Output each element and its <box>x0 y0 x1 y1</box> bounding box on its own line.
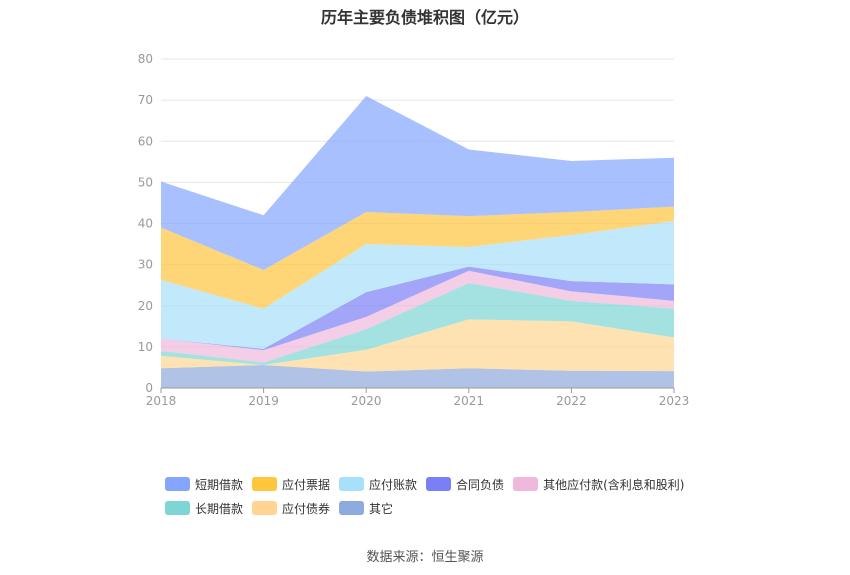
y-tick-label: 50 <box>138 175 153 189</box>
area-series <box>161 319 674 372</box>
legend-item[interactable]: 长期借款 <box>165 500 243 517</box>
x-tick-label: 2021 <box>454 394 485 408</box>
y-tick-label: 0 <box>145 381 153 395</box>
legend-label: 短期借款 <box>195 477 244 492</box>
legend-swatch <box>339 477 365 491</box>
area-series <box>161 96 674 270</box>
legend-swatch <box>513 477 539 491</box>
legend-item[interactable]: 其它 <box>339 500 393 517</box>
y-tick-label: 70 <box>138 93 153 107</box>
source-note: 数据来源：恒生聚源 <box>366 550 484 565</box>
y-tick-label: 30 <box>138 258 153 272</box>
legend-label: 其他应付款(含利息和股利) <box>543 477 685 492</box>
legend-swatch <box>339 501 365 515</box>
legend-item[interactable]: 应付票据 <box>252 476 330 493</box>
x-tick-label: 2019 <box>248 394 279 408</box>
area-series <box>161 221 674 349</box>
x-tick-label: 2022 <box>556 394 587 408</box>
chart-title: 历年主要负债堆积图（亿元） <box>320 8 529 27</box>
legend-item[interactable]: 应付债券 <box>252 500 330 517</box>
legend-item[interactable]: 合同负债 <box>426 476 504 493</box>
x-tick-label: 2018 <box>146 394 177 408</box>
area-series <box>161 266 674 351</box>
y-tick-label: 40 <box>138 217 153 231</box>
area-layer <box>161 96 674 388</box>
legend-label: 其它 <box>369 501 394 516</box>
legend-swatch <box>165 501 190 515</box>
legend-item[interactable]: 应付账款 <box>339 476 417 493</box>
legend: 短期借款 应付票据 应付账款 合同负债 其他应付款(含利息和股利) 长期借款 应付债券 其它 <box>165 472 725 520</box>
area-series <box>161 283 674 365</box>
legend-row: 长期借款 应付债券 其它 <box>165 496 725 520</box>
legend-swatch <box>252 477 278 491</box>
legend-swatch <box>252 501 278 515</box>
x-tick-label: 2023 <box>659 394 690 408</box>
area-series <box>161 206 674 309</box>
axis-layer: 0 10 20 30 40 50 60 70 80 2018 2019 2020 2021 2022 202… <box>138 52 690 408</box>
legend-label: 长期借款 <box>195 501 244 516</box>
legend-swatch <box>165 477 190 491</box>
y-tick-label: 20 <box>138 299 153 313</box>
y-tick-label: 80 <box>138 52 153 66</box>
x-tick-label: 2020 <box>351 394 382 408</box>
legend-item[interactable]: 短期借款 <box>165 476 243 493</box>
area-series <box>161 270 674 363</box>
y-tick-label: 10 <box>138 340 153 354</box>
legend-item[interactable]: 其他应付款(含利息和股利) <box>513 476 684 493</box>
y-tick-label: 60 <box>138 134 153 148</box>
legend-label: 应付账款 <box>369 477 418 492</box>
legend-label: 合同负债 <box>456 477 505 492</box>
legend-swatch <box>426 477 452 491</box>
area-series <box>161 364 674 388</box>
legend-label: 应付债券 <box>282 501 331 516</box>
legend-row: 短期借款 应付票据 应付账款 合同负债 其他应付款(含利息和股利) <box>165 472 725 496</box>
stacked-area-chart: 0 10 20 30 40 50 60 70 80 2018 2019 2020 2021 2022 202… <box>138 52 690 408</box>
legend-label: 应付票据 <box>282 477 331 492</box>
